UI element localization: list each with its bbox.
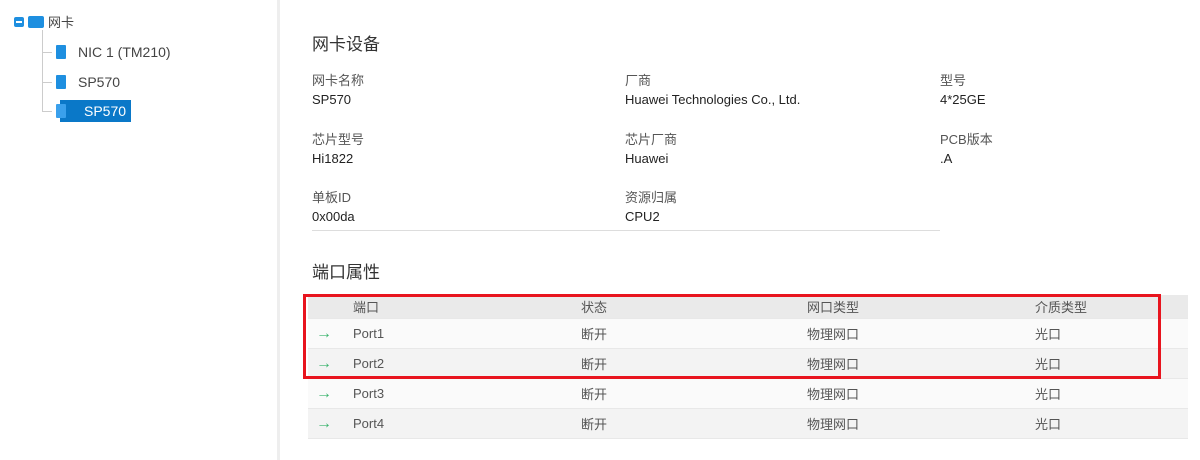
cell-text: 网口类型 bbox=[807, 300, 860, 315]
device-section-title: 网卡设备 bbox=[312, 35, 380, 54]
cell-text: 断开 bbox=[581, 357, 608, 372]
nic-icon bbox=[56, 75, 66, 89]
field: 型号 4*25GE bbox=[940, 70, 986, 107]
tree-line bbox=[42, 30, 43, 112]
table-row[interactable]: → Port4 断开 物理网口 光口 bbox=[308, 409, 1188, 439]
cell-text: 芯片型号 bbox=[312, 132, 365, 147]
cell-text: 光口 bbox=[1035, 327, 1062, 342]
field: 芯片厂商 Huawei bbox=[625, 129, 677, 166]
collapse-icon[interactable] bbox=[14, 16, 24, 27]
ports-section-title: 端口属性 bbox=[312, 263, 380, 282]
cell-text: Port1 bbox=[353, 326, 385, 341]
cell-text: Hi1822 bbox=[312, 151, 354, 166]
cell-text: 单板ID bbox=[312, 190, 352, 205]
field: 网卡名称 SP570 bbox=[312, 70, 364, 107]
cell-text: 4*25GE bbox=[940, 92, 986, 107]
cell-text: 0x00da bbox=[312, 209, 355, 224]
arrow-right-icon: → bbox=[316, 414, 332, 432]
cell-text: 介质类型 bbox=[1035, 300, 1088, 315]
cell-text: 断开 bbox=[581, 387, 608, 402]
cell-text: Port3 bbox=[353, 386, 385, 401]
tree-item-label: SP570 bbox=[78, 74, 121, 90]
cell-text: 芯片厂商 bbox=[625, 132, 678, 147]
cell-text: 物理网口 bbox=[807, 387, 860, 402]
cell-text: Huawei bbox=[625, 151, 669, 166]
cell-text: 断开 bbox=[581, 327, 608, 342]
cell-text: 物理网口 bbox=[807, 357, 860, 372]
cell-text: PCB版本 bbox=[940, 132, 993, 147]
cell-text: 物理网口 bbox=[807, 417, 860, 432]
cell-text: 物理网口 bbox=[807, 327, 860, 342]
table-row[interactable]: → Port2 断开 物理网口 光口 bbox=[308, 349, 1188, 379]
nic-icon bbox=[56, 104, 66, 118]
tree-item-label: SP570 bbox=[60, 100, 132, 122]
cell-text: .A bbox=[940, 151, 953, 166]
cell-text: Port4 bbox=[353, 416, 385, 431]
cell-text: 光口 bbox=[1035, 387, 1062, 402]
field: 资源归属 CPU2 bbox=[625, 187, 677, 224]
cell-text: SP570 bbox=[312, 92, 352, 107]
cell-text: 光口 bbox=[1035, 417, 1062, 432]
field: 芯片型号 Hi1822 bbox=[312, 129, 364, 166]
field: 厂商 Huawei Technologies Co., Ltd. bbox=[625, 70, 800, 107]
tree-item[interactable]: SP570 bbox=[42, 72, 124, 92]
cell-text: 资源归属 bbox=[625, 190, 678, 205]
field: PCB版本 .A bbox=[940, 129, 993, 166]
cell-text: 厂商 bbox=[625, 73, 652, 88]
cell-text: CPU2 bbox=[625, 209, 660, 224]
cell-text: 网卡名称 bbox=[312, 73, 365, 88]
table-row[interactable]: → Port1 断开 物理网口 光口 bbox=[308, 319, 1188, 349]
cell-text: Huawei Technologies Co., Ltd. bbox=[625, 92, 801, 107]
cell-text: 光口 bbox=[1035, 357, 1062, 372]
table-row[interactable]: → Port3 断开 物理网口 光口 bbox=[308, 379, 1188, 409]
tree-item-label: NIC 1 (TM210) bbox=[78, 44, 171, 60]
cell-text: 型号 bbox=[940, 73, 967, 88]
divider bbox=[312, 230, 940, 231]
arrow-right-icon: → bbox=[316, 384, 332, 402]
nic-icon bbox=[56, 45, 66, 59]
tree-item[interactable]: NIC 1 (TM210) bbox=[42, 42, 175, 62]
arrow-right-icon: → bbox=[316, 354, 332, 372]
tree-item-selected[interactable]: SP570 bbox=[42, 100, 132, 122]
cell-text: 端口 bbox=[353, 300, 380, 315]
arrow-right-icon: → bbox=[316, 324, 332, 342]
ports-table: 端口 状态 网口类型 介质类型 → Port1 断开 物理网口 光口 → Port2 断开 物理网口… bbox=[308, 295, 1188, 439]
tree-root-label: 网卡 bbox=[48, 15, 75, 30]
field: 单板ID 0x00da bbox=[312, 187, 355, 224]
cell-text: 状态 bbox=[581, 300, 608, 315]
tree-root[interactable]: 网卡 bbox=[14, 12, 74, 31]
cell-text: Port2 bbox=[353, 356, 385, 371]
table-header: 端口 状态 网口类型 介质类型 bbox=[308, 295, 1188, 319]
cell-text: 断开 bbox=[581, 417, 608, 432]
tree-panel: 网卡 NIC 1 (TM210) SP570 SP570 bbox=[0, 0, 280, 460]
folder-icon bbox=[28, 15, 44, 28]
